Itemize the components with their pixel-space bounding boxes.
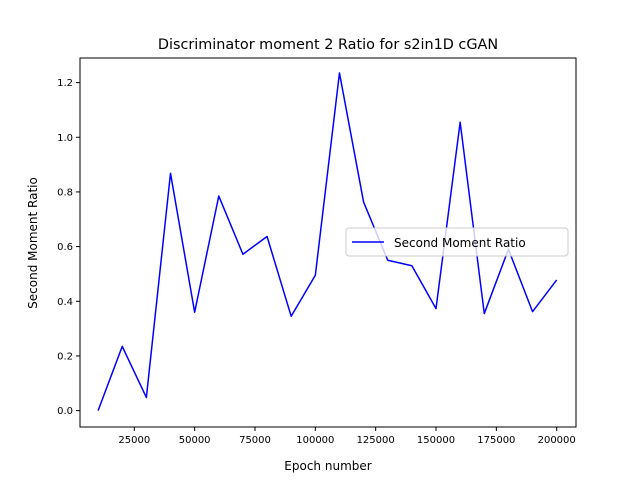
x-tick-label: 75000 — [239, 435, 271, 446]
plot-area — [79, 57, 577, 428]
series-line — [97, 72, 558, 411]
x-tick-label: 200000 — [538, 435, 576, 446]
x-tick-label: 100000 — [296, 435, 334, 446]
x-axis-title: Epoch number — [284, 459, 371, 473]
y-axis: 0.0 0.2 0.4 0.6 0.8 1.0 1.2 — [57, 78, 80, 417]
x-tick-label: 175000 — [477, 435, 515, 446]
chart-title: Discriminator moment 2 Ratio for s2in1D … — [158, 37, 498, 53]
x-tick-label: 125000 — [357, 435, 395, 446]
y-tick-label: 0.8 — [57, 187, 73, 198]
y-tick-label: 0.6 — [57, 242, 73, 253]
y-tick-label: 0.2 — [57, 351, 73, 362]
x-axis: 25000 50000 75000 100000 125000 150000 175000 2… — [118, 427, 576, 446]
legend-entry: Second Moment Ratio — [394, 236, 526, 250]
y-tick-label: 0.0 — [57, 406, 73, 417]
y-tick-label: 0.4 — [57, 297, 73, 308]
y-tick-label: 1.0 — [57, 133, 73, 144]
series-group — [97, 72, 558, 411]
legend-box — [345, 227, 569, 257]
axes-frame — [79, 57, 577, 428]
y-tick-label: 1.2 — [57, 78, 73, 89]
legend: Second Moment Ratio — [345, 227, 569, 257]
y-axis-title: Second Moment Ratio — [26, 177, 40, 309]
x-tick-label: 150000 — [417, 435, 455, 446]
x-tick-label: 25000 — [118, 435, 150, 446]
x-tick-label: 50000 — [179, 435, 211, 446]
